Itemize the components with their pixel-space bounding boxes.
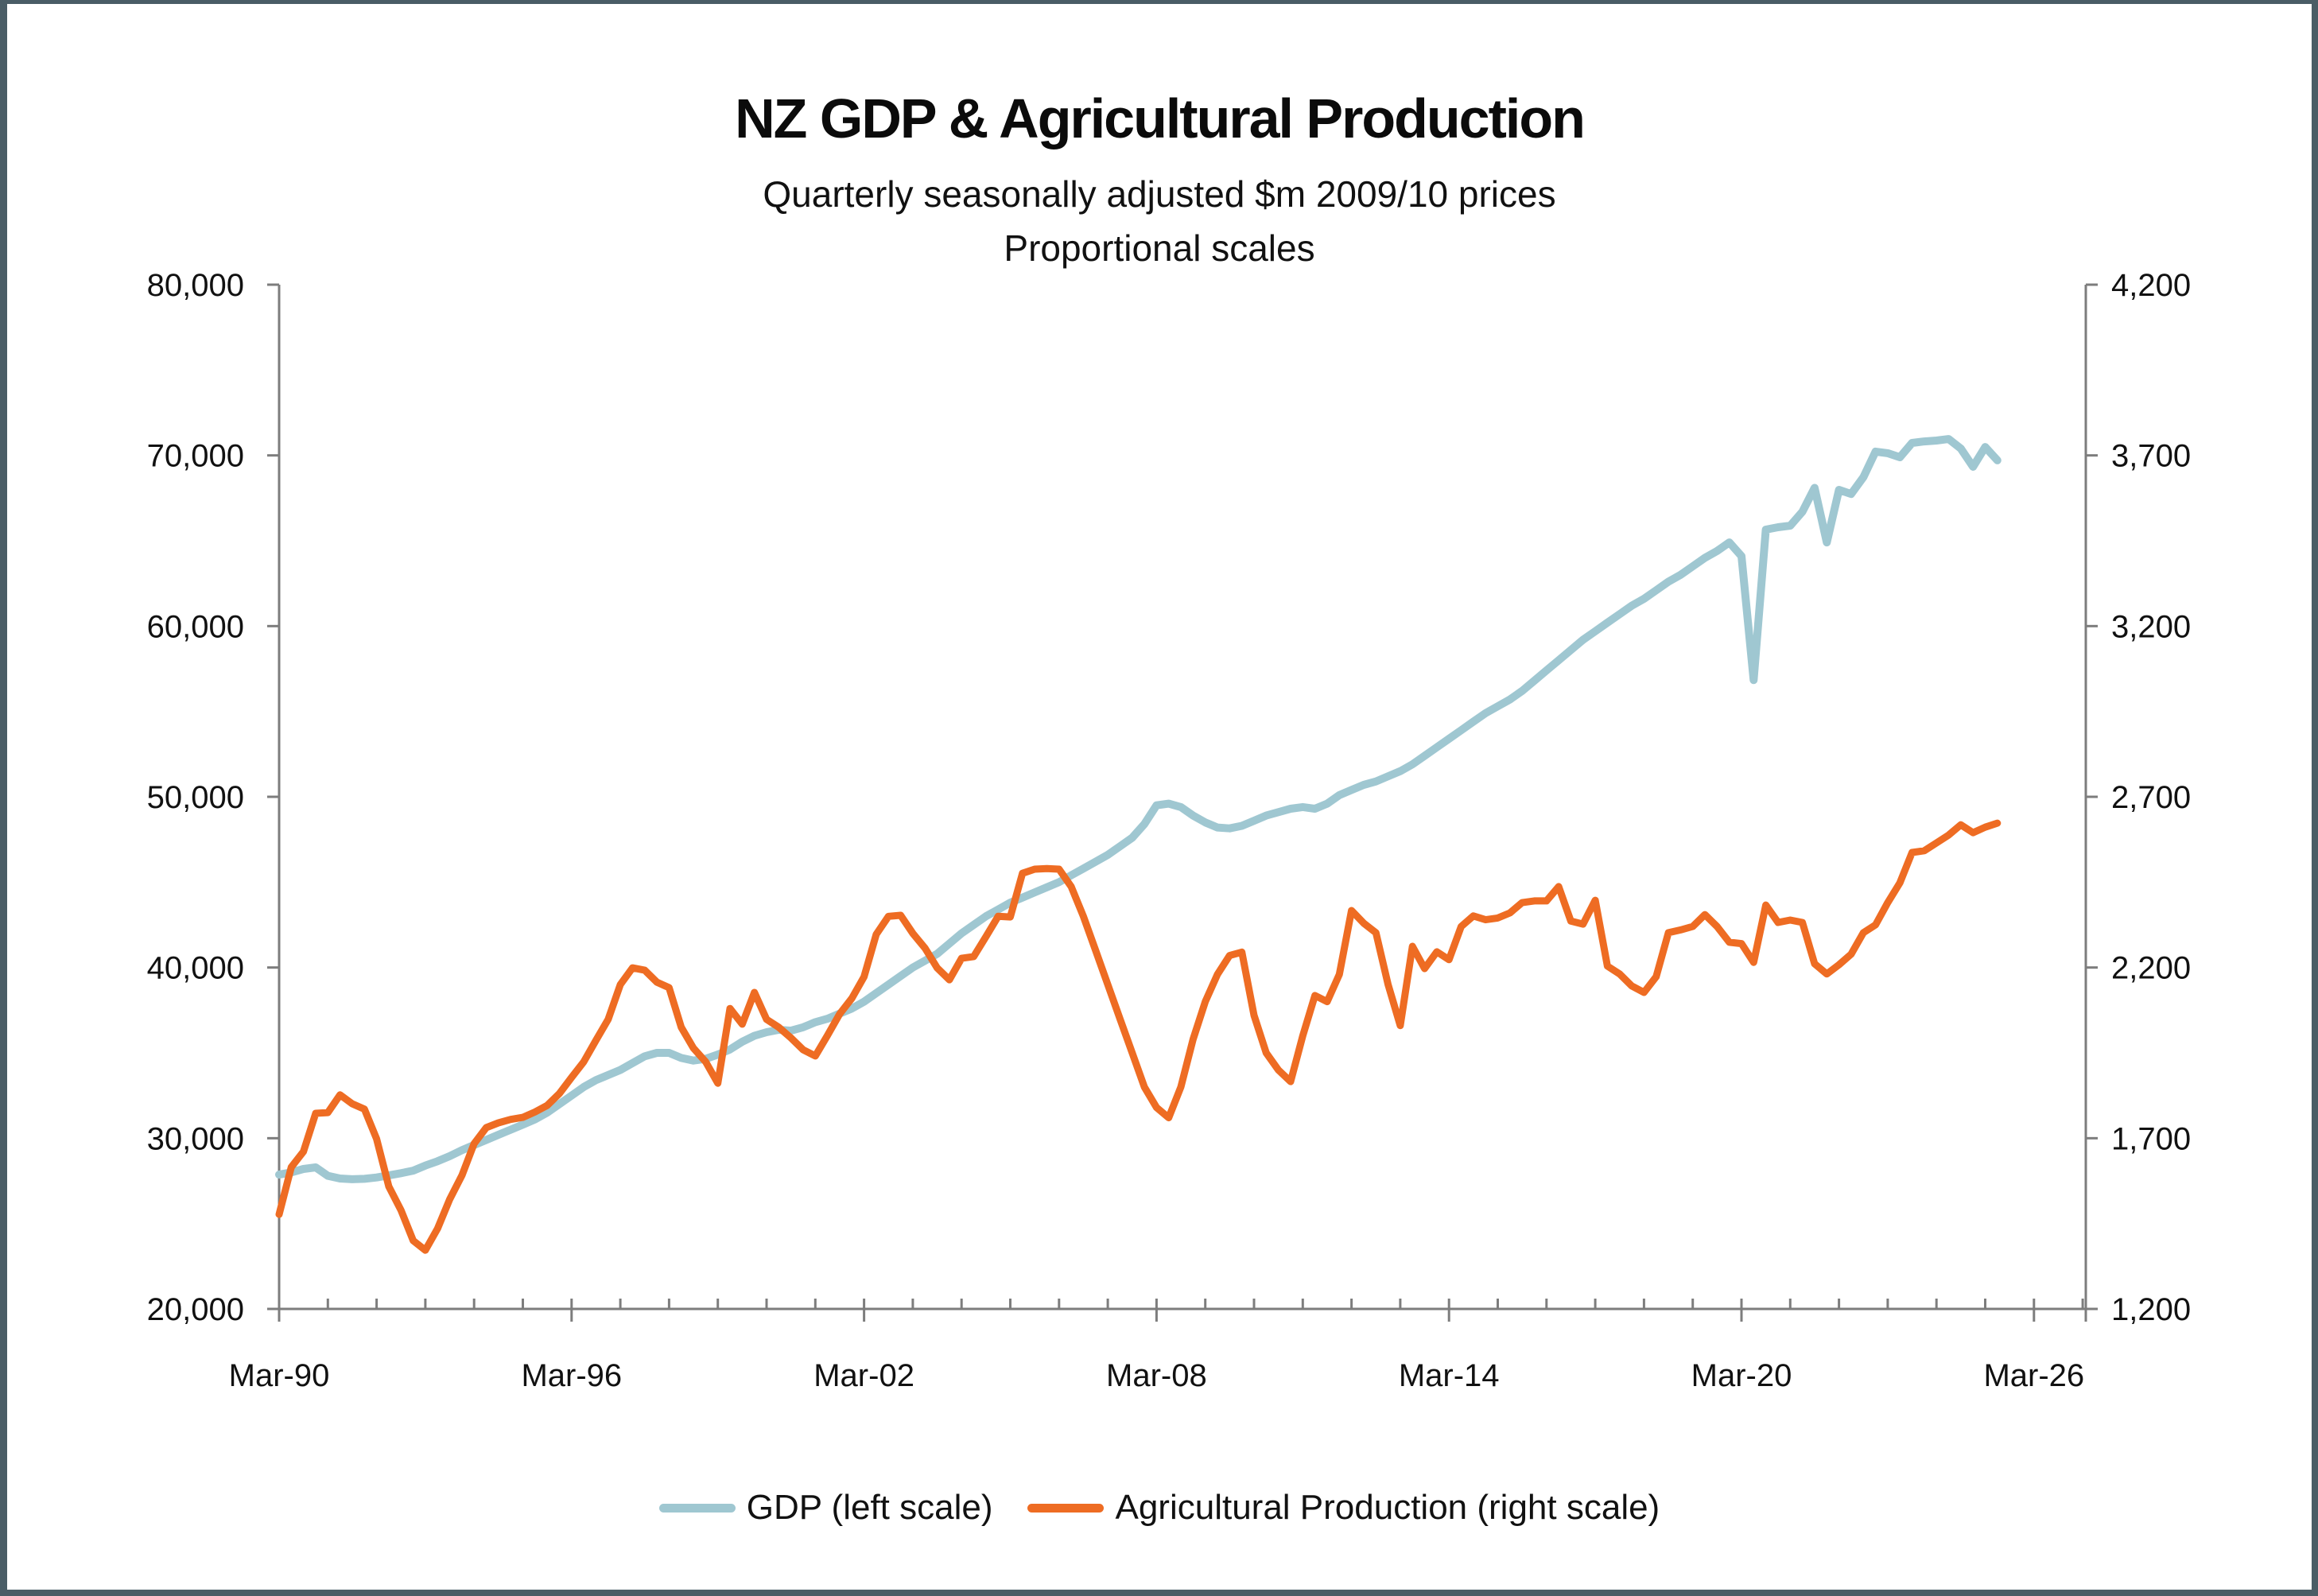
left-axis: 80,000 70,000 60,000 50,000 40,000 30,000 20,0…: [147, 268, 279, 1327]
chart-subtitle-units: Quarterly seasonally adjusted $m 2009/10…: [763, 173, 1556, 215]
chart-title: NZ GDP & Agricultural Production: [735, 87, 1586, 150]
x-axis: Mar-90 Mar-96 Mar-02 Mar-08 Mar-14 Mar-20 Mar-…: [229, 1299, 2084, 1393]
right-axis-tick-label: 1,200: [2111, 1292, 2191, 1327]
axes: [267, 285, 2087, 1322]
right-axis-tick-label: 2,200: [2111, 951, 2191, 986]
left-axis-tick-label: 60,000: [147, 609, 244, 644]
right-axis-tick-label: 3,700: [2111, 439, 2191, 474]
left-axis-tick-label: 40,000: [147, 951, 244, 986]
left-axis-tick-label: 70,000: [147, 439, 244, 474]
left-axis-tick-label: 50,000: [147, 780, 244, 815]
x-axis-tick-label: Mar-08: [1106, 1358, 1207, 1393]
gdp-line-swatch-icon: [658, 1503, 736, 1513]
right-axis-tick-label: 4,200: [2111, 268, 2191, 303]
legend-item-agricultural-production: Agricultural Production (right scale): [1027, 1488, 1660, 1528]
left-axis-tick-label: 20,000: [147, 1292, 244, 1327]
right-axis: 4,200 3,700 3,200 2,700 2,200 1,700 1,200: [2086, 268, 2191, 1327]
left-axis-tick-label: 80,000: [147, 268, 244, 303]
x-axis-tick-label: Mar-90: [229, 1358, 330, 1393]
chart-subtitle-scales: Proportional scales: [1004, 227, 1315, 269]
x-axis-tick-label: Mar-14: [1399, 1358, 1500, 1393]
legend-label-agricultural-production: Agricultural Production (right scale): [1115, 1488, 1660, 1527]
x-axis-tick-label: Mar-26: [1983, 1358, 2084, 1393]
x-axis-tick-label: Mar-20: [1691, 1358, 1792, 1393]
left-axis-tick-label: 30,000: [147, 1121, 244, 1156]
legend-item-gdp: GDP (left scale): [658, 1488, 993, 1528]
agricultural-production-line: [275, 819, 2002, 1254]
legend-label-gdp: GDP (left scale): [746, 1488, 993, 1527]
right-axis-tick-label: 2,700: [2111, 780, 2191, 815]
right-axis-tick-label: 1,700: [2111, 1121, 2191, 1156]
gdp-line: [275, 435, 2002, 1183]
x-axis-tick-label: Mar-96: [521, 1358, 622, 1393]
right-axis-tick-label: 3,200: [2111, 609, 2191, 644]
chart-plot-area: 80,000 70,000 60,000 50,000 40,000 30,000 20,0…: [147, 268, 2191, 1393]
agricultural-production-line-swatch-icon: [1027, 1503, 1105, 1513]
x-axis-tick-label: Mar-02: [813, 1358, 914, 1393]
chart-legend: GDP (left scale) Agricultural Production…: [7, 1488, 2312, 1528]
